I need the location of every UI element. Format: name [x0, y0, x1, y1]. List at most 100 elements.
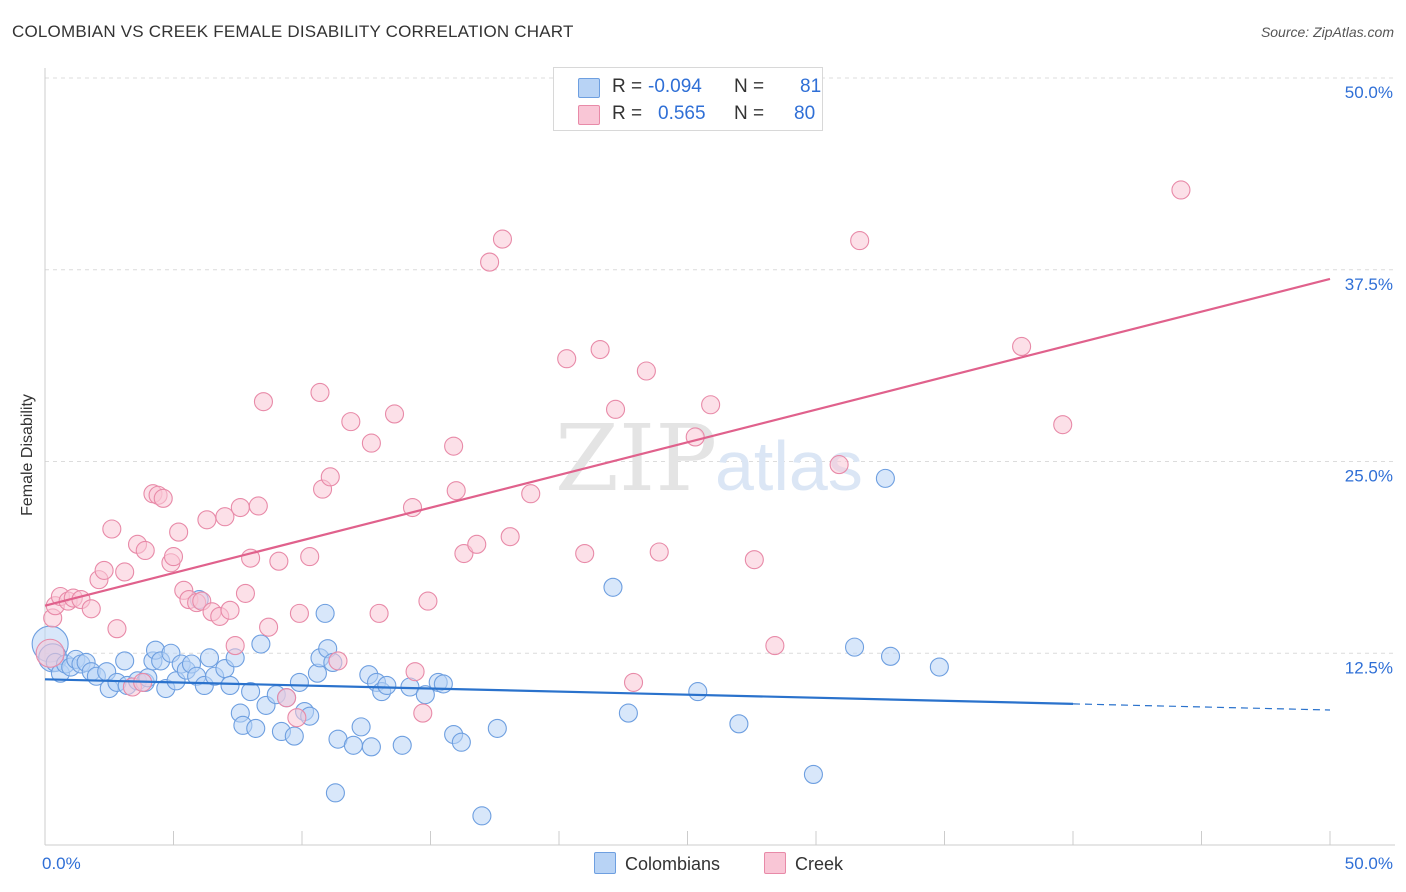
creek-point — [248, 496, 268, 516]
colombians-trend-extension — [1072, 703, 1331, 711]
creek-point — [253, 392, 274, 412]
creek-point — [467, 534, 487, 554]
colombians-point — [875, 468, 895, 488]
creek-point — [1171, 180, 1191, 200]
colombians-legend-swatch — [594, 852, 616, 874]
r-label: R = — [612, 103, 643, 124]
colombians-point — [844, 637, 865, 657]
creek-point — [685, 427, 705, 447]
creek-point — [163, 547, 184, 567]
colombians-point — [325, 783, 345, 803]
creek-point — [701, 395, 721, 415]
n-label: N = — [734, 76, 765, 97]
colombians-point — [343, 735, 363, 755]
source-label: Source: ZipAtlas.com — [1260, 24, 1394, 40]
creek-point — [197, 510, 217, 530]
creek-point — [300, 547, 320, 567]
colombians-point — [251, 634, 271, 654]
creek-point — [220, 600, 240, 620]
creek-point — [418, 591, 438, 611]
creek-point — [765, 636, 785, 656]
creek-point — [35, 638, 65, 668]
creek-point — [623, 672, 644, 692]
creek-point — [235, 583, 256, 603]
creek-point — [444, 436, 464, 456]
n-value: 80 — [794, 103, 816, 124]
creek-point — [225, 636, 245, 656]
creek-point — [446, 481, 466, 501]
creek-point — [500, 527, 520, 547]
creek-point — [102, 519, 122, 539]
colombians-swatch — [578, 78, 600, 98]
creek-point — [361, 433, 381, 453]
creek-point — [649, 542, 669, 562]
creek-point — [413, 703, 433, 723]
creek-point — [850, 231, 870, 251]
colombians-legend-label: Colombians — [625, 854, 721, 874]
creek-legend-label: Creek — [795, 854, 844, 874]
colombians-point — [220, 675, 240, 696]
creek-point — [287, 708, 307, 728]
colombians-point — [472, 806, 492, 826]
colombians-point — [115, 651, 135, 671]
creek-point — [81, 599, 101, 619]
correlation-legend: R = -0.094 N = 81 R = 0.565 N = 80 — [553, 67, 823, 131]
colombians-point — [315, 603, 335, 623]
creek-point — [492, 229, 513, 249]
watermark: ZIP atlas — [555, 405, 863, 512]
colombians-point — [392, 735, 412, 755]
tick-labels: 12.5% 25.0% 37.5% 50.0% 0.0% 50.0% — [42, 83, 1393, 873]
creek-point — [1012, 336, 1032, 357]
n-value: 81 — [800, 76, 822, 97]
creek-legend-swatch — [764, 852, 786, 874]
y-tick-label: 37.5% — [1345, 275, 1393, 294]
creek-point — [259, 617, 279, 637]
creek-point — [369, 603, 389, 623]
creek-point — [521, 484, 541, 504]
creek-point — [230, 497, 250, 518]
y-tick-label: 50.0% — [1345, 83, 1393, 102]
creek-point — [215, 507, 235, 527]
colombians-points — [31, 468, 949, 826]
creek-point — [115, 562, 135, 582]
colombians-point — [880, 646, 901, 666]
colombians-point — [618, 703, 638, 723]
creek-point — [575, 543, 595, 564]
y-tick-label: 25.0% — [1345, 467, 1393, 486]
x-tick-label: 0.0% — [42, 854, 81, 873]
watermark-zip: ZIP — [555, 405, 717, 512]
creek-point — [269, 551, 289, 571]
axes — [44, 68, 1395, 846]
colombians-point — [377, 675, 397, 696]
creek-point — [320, 467, 340, 487]
creek-point — [744, 550, 764, 570]
colombians-point — [415, 685, 435, 705]
creek-point — [454, 543, 474, 564]
legend-colombians[interactable]: Colombians — [594, 852, 720, 875]
creek-point — [480, 252, 500, 272]
creek-point — [135, 540, 155, 561]
colombians-point — [688, 682, 708, 702]
colombians-point — [929, 657, 949, 677]
creek-point — [605, 399, 626, 419]
trend-lines — [44, 277, 1331, 711]
colombians-point — [246, 718, 266, 738]
colombians-point — [199, 648, 220, 668]
colombians-point — [289, 672, 309, 692]
creek-point — [636, 361, 656, 381]
creek-swatch — [578, 105, 600, 125]
colombians-point — [603, 577, 623, 597]
legend-creek[interactable]: Creek — [764, 852, 843, 875]
r-value: 0.565 — [658, 103, 706, 124]
creek-point — [590, 339, 610, 360]
creek-point — [94, 560, 114, 580]
creek-point — [829, 455, 849, 475]
r-value: -0.094 — [648, 76, 702, 97]
creek-point — [107, 619, 127, 639]
r-label: R = — [612, 76, 643, 97]
creek-point — [277, 688, 297, 708]
colombians-point — [241, 682, 261, 702]
colombians-point — [803, 764, 823, 784]
creek-point — [169, 522, 189, 542]
